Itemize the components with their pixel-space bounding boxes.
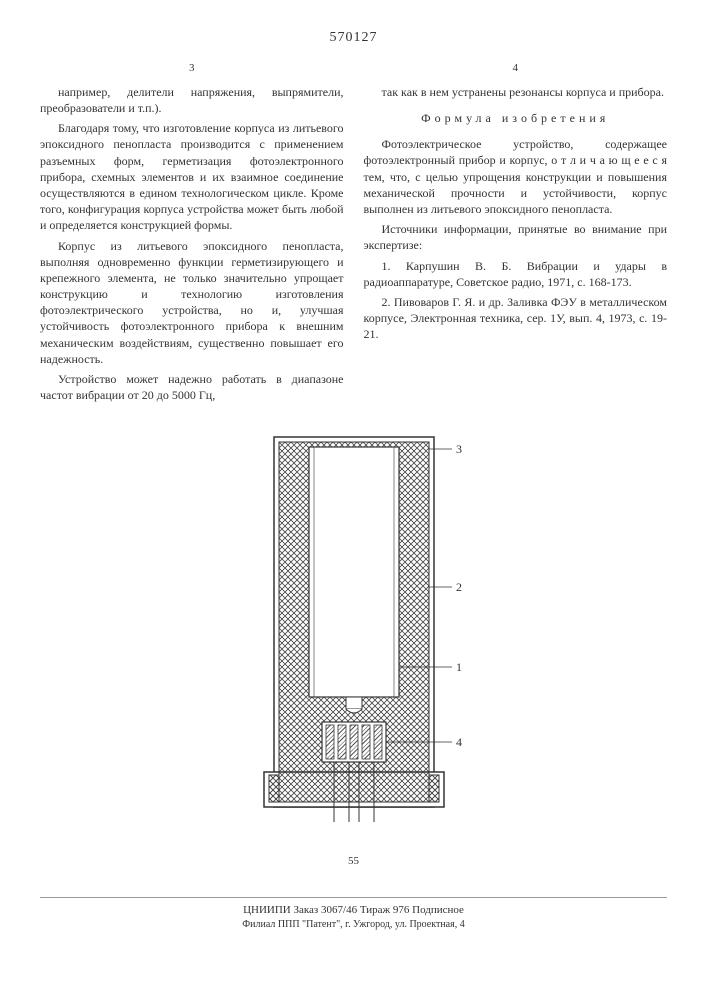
footer-line2: Филиал ППП "Патент", г. Ужгород, ул. Про… xyxy=(40,919,667,930)
patent-number: 570127 xyxy=(40,30,667,46)
formula-title: Формула изобретения xyxy=(364,110,668,126)
left-column: 3 например, делители напряжения, выпрями… xyxy=(40,61,344,407)
device-diagram: 3 2 1 4 xyxy=(234,427,474,847)
left-para-3: Устройство может надежно работать в диап… xyxy=(40,371,344,403)
text-columns: 3 например, делители напряжения, выпрями… xyxy=(40,61,667,407)
right-column: 4 так как в нем устранены резонансы корп… xyxy=(364,61,668,407)
footer-line1: ЦНИИПИ Заказ 3067/46 Тираж 976 Подписное xyxy=(40,904,667,916)
formula-text: Фотоэлектрическое устройство, содержащее… xyxy=(364,136,668,217)
footer: ЦНИИПИ Заказ 3067/46 Тираж 976 Подписное… xyxy=(40,897,667,930)
right-intro: так как в нем устранены резонансы корпус… xyxy=(364,84,668,100)
figure-label-2: 2 xyxy=(456,580,462,594)
figure-bottom-number: 55 xyxy=(40,855,667,867)
source-1: 2. Пивоваров Г. Я. и др. Заливка ФЭУ в м… xyxy=(364,294,668,343)
left-col-num: 3 xyxy=(40,61,344,76)
figure-area: 3 2 1 4 55 xyxy=(40,427,667,867)
source-0: 1. Карпушин В. Б. Вибрации и удары в рад… xyxy=(364,258,668,290)
right-col-num: 4 xyxy=(364,61,668,76)
left-para-2: Корпус из литьевого эпоксидного пеноплас… xyxy=(40,238,344,368)
figure-label-3: 3 xyxy=(456,442,462,456)
left-para-1: Благодаря тому, что изготовление корпуса… xyxy=(40,120,344,233)
figure-label-1: 1 xyxy=(456,660,462,674)
figure-label-4: 4 xyxy=(456,735,462,749)
left-para-0: например, делители напряжения, выпрямите… xyxy=(40,84,344,116)
sources-title: Источники информации, принятые во вниман… xyxy=(364,221,668,253)
